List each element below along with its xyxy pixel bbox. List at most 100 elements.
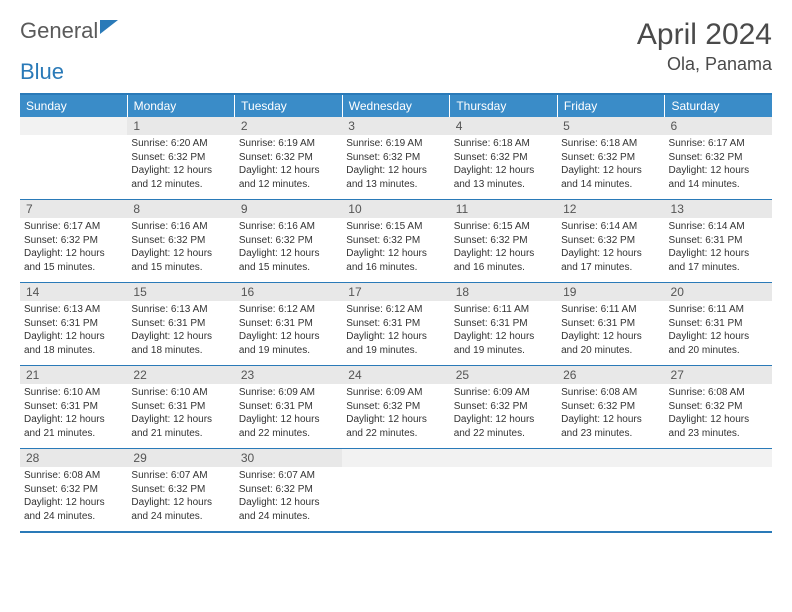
logo: General (20, 18, 118, 44)
day-number: 29 (127, 449, 234, 467)
day-body: Sunrise: 6:13 AMSunset: 6:31 PMDaylight:… (127, 301, 234, 361)
day-cell: 12Sunrise: 6:14 AMSunset: 6:32 PMDayligh… (557, 200, 664, 282)
day-cell: 3Sunrise: 6:19 AMSunset: 6:32 PMDaylight… (342, 117, 449, 199)
day-cell: 8Sunrise: 6:16 AMSunset: 6:32 PMDaylight… (127, 200, 234, 282)
day-number: 19 (557, 283, 664, 301)
day-number: 7 (20, 200, 127, 218)
day-body: Sunrise: 6:11 AMSunset: 6:31 PMDaylight:… (665, 301, 772, 361)
day-number: 8 (127, 200, 234, 218)
day-cell: 18Sunrise: 6:11 AMSunset: 6:31 PMDayligh… (450, 283, 557, 365)
day-body: Sunrise: 6:17 AMSunset: 6:32 PMDaylight:… (20, 218, 127, 278)
day-cell: 21Sunrise: 6:10 AMSunset: 6:31 PMDayligh… (20, 366, 127, 448)
dow-header: Friday (558, 95, 666, 117)
day-cell (20, 117, 127, 199)
day-cell (557, 449, 664, 531)
day-body: Sunrise: 6:08 AMSunset: 6:32 PMDaylight:… (557, 384, 664, 444)
day-body: Sunrise: 6:09 AMSunset: 6:31 PMDaylight:… (235, 384, 342, 444)
day-cell: 26Sunrise: 6:08 AMSunset: 6:32 PMDayligh… (557, 366, 664, 448)
day-number: 26 (557, 366, 664, 384)
day-cell: 28Sunrise: 6:08 AMSunset: 6:32 PMDayligh… (20, 449, 127, 531)
day-cell: 4Sunrise: 6:18 AMSunset: 6:32 PMDaylight… (450, 117, 557, 199)
day-body: Sunrise: 6:11 AMSunset: 6:31 PMDaylight:… (450, 301, 557, 361)
week-row: 1Sunrise: 6:20 AMSunset: 6:32 PMDaylight… (20, 117, 772, 199)
day-number: 14 (20, 283, 127, 301)
day-cell: 17Sunrise: 6:12 AMSunset: 6:31 PMDayligh… (342, 283, 449, 365)
day-number: 1 (127, 117, 234, 135)
day-cell: 10Sunrise: 6:15 AMSunset: 6:32 PMDayligh… (342, 200, 449, 282)
day-number: 23 (235, 366, 342, 384)
day-body: Sunrise: 6:17 AMSunset: 6:32 PMDaylight:… (665, 135, 772, 195)
dow-header: Saturday (665, 95, 772, 117)
day-body: Sunrise: 6:18 AMSunset: 6:32 PMDaylight:… (557, 135, 664, 195)
day-number (450, 449, 557, 467)
day-number: 25 (450, 366, 557, 384)
calendar: SundayMondayTuesdayWednesdayThursdayFrid… (20, 93, 772, 533)
logo-triangle-icon (100, 20, 118, 34)
day-body: Sunrise: 6:19 AMSunset: 6:32 PMDaylight:… (235, 135, 342, 195)
day-number: 28 (20, 449, 127, 467)
day-body: Sunrise: 6:10 AMSunset: 6:31 PMDaylight:… (127, 384, 234, 444)
day-body: Sunrise: 6:13 AMSunset: 6:31 PMDaylight:… (20, 301, 127, 361)
day-body: Sunrise: 6:07 AMSunset: 6:32 PMDaylight:… (127, 467, 234, 527)
dow-header: Tuesday (235, 95, 343, 117)
day-body: Sunrise: 6:08 AMSunset: 6:32 PMDaylight:… (20, 467, 127, 527)
dow-header: Monday (128, 95, 236, 117)
day-number (20, 117, 127, 135)
day-body: Sunrise: 6:16 AMSunset: 6:32 PMDaylight:… (127, 218, 234, 278)
day-body: Sunrise: 6:14 AMSunset: 6:32 PMDaylight:… (557, 218, 664, 278)
day-body: Sunrise: 6:19 AMSunset: 6:32 PMDaylight:… (342, 135, 449, 195)
day-cell: 22Sunrise: 6:10 AMSunset: 6:31 PMDayligh… (127, 366, 234, 448)
day-number: 6 (665, 117, 772, 135)
week-row: 28Sunrise: 6:08 AMSunset: 6:32 PMDayligh… (20, 448, 772, 531)
day-cell (665, 449, 772, 531)
day-cell: 5Sunrise: 6:18 AMSunset: 6:32 PMDaylight… (557, 117, 664, 199)
week-row: 14Sunrise: 6:13 AMSunset: 6:31 PMDayligh… (20, 282, 772, 365)
dow-header: Sunday (20, 95, 128, 117)
days-of-week-row: SundayMondayTuesdayWednesdayThursdayFrid… (20, 95, 772, 117)
day-cell: 2Sunrise: 6:19 AMSunset: 6:32 PMDaylight… (235, 117, 342, 199)
day-body: Sunrise: 6:08 AMSunset: 6:32 PMDaylight:… (665, 384, 772, 444)
day-body: Sunrise: 6:09 AMSunset: 6:32 PMDaylight:… (342, 384, 449, 444)
day-number: 2 (235, 117, 342, 135)
day-body: Sunrise: 6:07 AMSunset: 6:32 PMDaylight:… (235, 467, 342, 527)
week-row: 21Sunrise: 6:10 AMSunset: 6:31 PMDayligh… (20, 365, 772, 448)
day-cell: 9Sunrise: 6:16 AMSunset: 6:32 PMDaylight… (235, 200, 342, 282)
day-cell: 23Sunrise: 6:09 AMSunset: 6:31 PMDayligh… (235, 366, 342, 448)
day-body: Sunrise: 6:15 AMSunset: 6:32 PMDaylight:… (342, 218, 449, 278)
day-cell: 7Sunrise: 6:17 AMSunset: 6:32 PMDaylight… (20, 200, 127, 282)
calendar-body: 1Sunrise: 6:20 AMSunset: 6:32 PMDaylight… (20, 117, 772, 531)
dow-header: Thursday (450, 95, 558, 117)
day-body: Sunrise: 6:18 AMSunset: 6:32 PMDaylight:… (450, 135, 557, 195)
day-cell: 19Sunrise: 6:11 AMSunset: 6:31 PMDayligh… (557, 283, 664, 365)
week-row: 7Sunrise: 6:17 AMSunset: 6:32 PMDaylight… (20, 199, 772, 282)
day-number: 30 (235, 449, 342, 467)
day-cell: 20Sunrise: 6:11 AMSunset: 6:31 PMDayligh… (665, 283, 772, 365)
location: Ola, Panama (637, 54, 772, 75)
day-cell: 6Sunrise: 6:17 AMSunset: 6:32 PMDaylight… (665, 117, 772, 199)
day-number: 21 (20, 366, 127, 384)
day-cell (450, 449, 557, 531)
day-cell: 14Sunrise: 6:13 AMSunset: 6:31 PMDayligh… (20, 283, 127, 365)
day-number: 20 (665, 283, 772, 301)
day-number: 12 (557, 200, 664, 218)
day-body: Sunrise: 6:09 AMSunset: 6:32 PMDaylight:… (450, 384, 557, 444)
day-cell: 24Sunrise: 6:09 AMSunset: 6:32 PMDayligh… (342, 366, 449, 448)
day-cell: 13Sunrise: 6:14 AMSunset: 6:31 PMDayligh… (665, 200, 772, 282)
title-block: April 2024 Ola, Panama (637, 18, 772, 75)
day-number (342, 449, 449, 467)
day-cell: 29Sunrise: 6:07 AMSunset: 6:32 PMDayligh… (127, 449, 234, 531)
day-body: Sunrise: 6:20 AMSunset: 6:32 PMDaylight:… (127, 135, 234, 195)
day-body: Sunrise: 6:12 AMSunset: 6:31 PMDaylight:… (342, 301, 449, 361)
day-number: 10 (342, 200, 449, 218)
day-number: 4 (450, 117, 557, 135)
day-number: 24 (342, 366, 449, 384)
day-number: 18 (450, 283, 557, 301)
day-cell: 1Sunrise: 6:20 AMSunset: 6:32 PMDaylight… (127, 117, 234, 199)
dow-header: Wednesday (343, 95, 451, 117)
day-body: Sunrise: 6:10 AMSunset: 6:31 PMDaylight:… (20, 384, 127, 444)
day-cell: 11Sunrise: 6:15 AMSunset: 6:32 PMDayligh… (450, 200, 557, 282)
day-number: 27 (665, 366, 772, 384)
day-body: Sunrise: 6:16 AMSunset: 6:32 PMDaylight:… (235, 218, 342, 278)
day-cell: 30Sunrise: 6:07 AMSunset: 6:32 PMDayligh… (235, 449, 342, 531)
day-number: 3 (342, 117, 449, 135)
